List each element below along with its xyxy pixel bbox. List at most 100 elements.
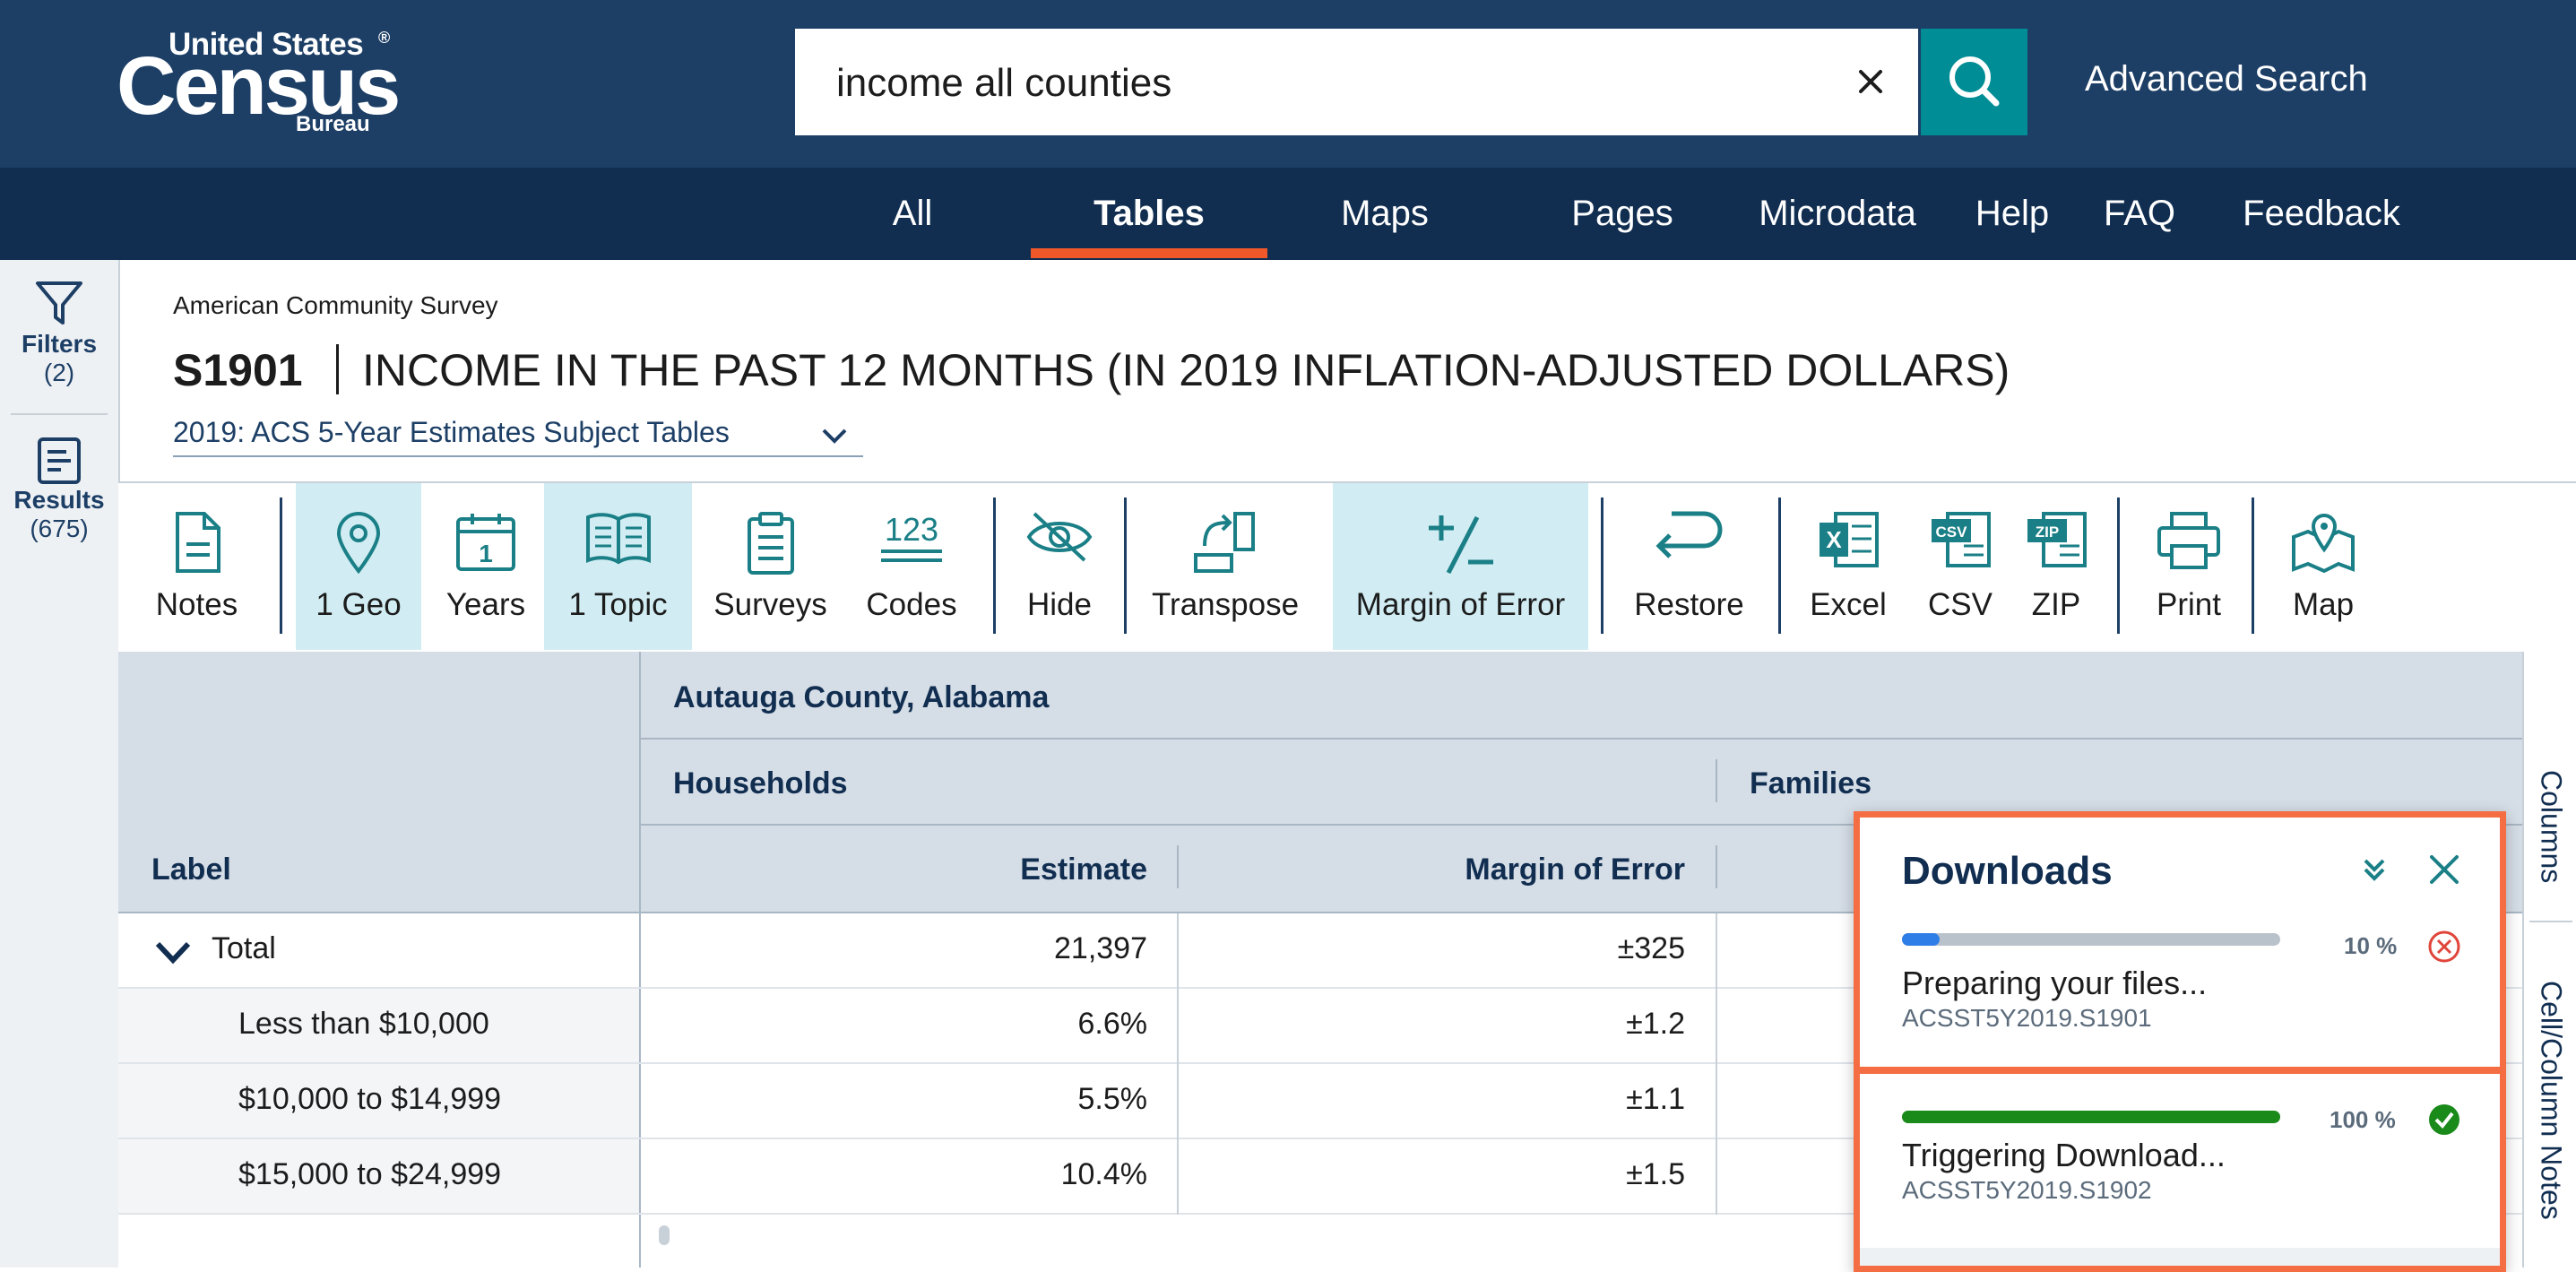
zip-icon: ZIP bbox=[2027, 512, 2087, 567]
margin-of-error-button[interactable]: Margin of Error bbox=[1333, 483, 1588, 650]
site-header: United States ® Census Bureau Advanced S… bbox=[0, 0, 2576, 168]
print-label: Print bbox=[2157, 587, 2221, 622]
grid-divider bbox=[1177, 845, 1179, 888]
filters-button[interactable]: Filters (2) bbox=[0, 276, 118, 411]
svg-text:1: 1 bbox=[479, 540, 493, 567]
results-count: (675) bbox=[30, 515, 89, 542]
codes-button[interactable]: 123 Codes bbox=[853, 483, 970, 650]
search-input[interactable] bbox=[834, 29, 1806, 137]
columns-tab[interactable]: Columns bbox=[2535, 769, 2568, 884]
close-icon[interactable] bbox=[2426, 852, 2462, 887]
print-button[interactable]: Print bbox=[2131, 483, 2247, 650]
excel-label: Excel bbox=[1810, 587, 1887, 622]
row-shade bbox=[118, 1064, 639, 1138]
survey-name: American Community Survey bbox=[173, 291, 498, 319]
topic-button[interactable]: 1 Topic bbox=[544, 483, 692, 650]
collapse-chevrons-icon[interactable] bbox=[2358, 853, 2390, 886]
surveys-label: Surveys bbox=[713, 587, 827, 622]
progress-fill bbox=[1902, 933, 1941, 946]
moe-column-header[interactable]: Margin of Error bbox=[1465, 852, 1685, 887]
map-label: Map bbox=[2292, 587, 2355, 622]
map-button[interactable]: Map bbox=[2265, 483, 2382, 650]
filters-label: Filters bbox=[21, 330, 98, 358]
row-shade bbox=[118, 1139, 639, 1213]
nav-tables[interactable]: Tables bbox=[1094, 194, 1205, 233]
svg-text:123: 123 bbox=[885, 511, 938, 548]
row-label: Total bbox=[212, 931, 276, 965]
active-tab-indicator bbox=[1031, 248, 1267, 258]
years-button[interactable]: 1 Years bbox=[428, 483, 544, 650]
search-button[interactable] bbox=[1921, 29, 2027, 135]
surveys-button[interactable]: Surveys bbox=[701, 483, 840, 650]
grid-divider bbox=[639, 652, 641, 1268]
downloads-title: Downloads bbox=[1902, 849, 2113, 893]
book-icon bbox=[585, 513, 651, 565]
logo-bureau: Bureau bbox=[296, 112, 370, 136]
tab-divider bbox=[2529, 921, 2572, 922]
notes-label: Notes bbox=[155, 587, 238, 622]
census-logo[interactable]: United States ® Census Bureau bbox=[117, 27, 401, 139]
toolbar-divider bbox=[2252, 498, 2254, 634]
filter-icon bbox=[36, 281, 82, 324]
excel-button[interactable]: X Excel bbox=[1794, 483, 1902, 650]
nav-faq[interactable]: FAQ bbox=[2103, 194, 2176, 233]
nav-feedback[interactable]: Feedback bbox=[2243, 194, 2400, 233]
notes-icon bbox=[175, 512, 220, 573]
chevron-down-icon[interactable] bbox=[152, 937, 194, 967]
results-button[interactable]: Results (675) bbox=[0, 436, 118, 570]
nav-microdata[interactable]: Microdata bbox=[1759, 194, 1916, 233]
row-divider bbox=[118, 987, 2522, 989]
row-divider bbox=[118, 1213, 2522, 1215]
check-circle-icon bbox=[2429, 1104, 2459, 1135]
row-label: $15,000 to $24,999 bbox=[238, 1157, 502, 1191]
cancel-circle-icon[interactable] bbox=[2426, 929, 2462, 965]
zip-button[interactable]: ZIP ZIP bbox=[2011, 483, 2101, 650]
toolbar-divider bbox=[1601, 498, 1604, 634]
group-households[interactable]: Households bbox=[673, 766, 848, 800]
filters-count: (2) bbox=[43, 359, 75, 386]
transpose-label: Transpose bbox=[1151, 587, 1300, 622]
grid-divider bbox=[1716, 913, 1717, 1215]
nav-all[interactable]: All bbox=[892, 194, 933, 233]
grid-divider bbox=[118, 912, 2522, 913]
title-separator bbox=[336, 344, 339, 394]
calendar-icon: 1 bbox=[456, 514, 515, 571]
csv-label: CSV bbox=[1928, 587, 1993, 622]
estimate-cell: 10.4% bbox=[1060, 1157, 1147, 1191]
label-column-header[interactable]: Label bbox=[151, 852, 231, 887]
progress-percent: 10 % bbox=[2344, 932, 2398, 959]
nav-maps[interactable]: Maps bbox=[1341, 194, 1429, 233]
dataset-selector[interactable]: 2019: ACS 5-Year Estimates Subject Table… bbox=[173, 416, 863, 457]
advanced-search-link[interactable]: Advanced Search bbox=[2085, 59, 2368, 99]
row-label: Less than $10,000 bbox=[238, 1007, 489, 1041]
row-shade bbox=[118, 989, 639, 1062]
hide-button[interactable]: Hide bbox=[1006, 483, 1113, 650]
download-status: Preparing your files... bbox=[1902, 965, 2208, 1001]
progress-fill bbox=[1902, 1111, 2280, 1123]
estimate-cell: 6.6% bbox=[1077, 1007, 1148, 1041]
estimate-column-header[interactable]: Estimate bbox=[1020, 852, 1147, 887]
notes-button[interactable]: Notes bbox=[145, 483, 248, 650]
transpose-button[interactable]: Transpose bbox=[1136, 483, 1315, 650]
nav-help[interactable]: Help bbox=[1975, 194, 2050, 233]
topic-label: 1 Topic bbox=[568, 587, 668, 622]
clipboard-icon bbox=[747, 512, 794, 575]
csv-button[interactable]: CSV CSV bbox=[1911, 483, 2010, 650]
clear-search-button[interactable] bbox=[1850, 61, 1891, 102]
geo-header[interactable]: Autauga County, Alabama bbox=[673, 680, 1050, 714]
download-filename: ACSST5Y2019.S1901 bbox=[1902, 1004, 2152, 1032]
horizontal-scrollbar[interactable] bbox=[659, 1225, 670, 1245]
progress-bar bbox=[1902, 933, 2280, 946]
group-families[interactable]: Families bbox=[1750, 766, 1872, 800]
table-toolbar: Notes 1 Geo 1 Years 1 Topic Surveys 123 … bbox=[118, 481, 2576, 653]
grid-divider bbox=[639, 824, 2522, 826]
geo-button[interactable]: 1 Geo bbox=[296, 483, 421, 650]
close-icon bbox=[1859, 70, 1882, 93]
geo-pin-icon bbox=[336, 512, 381, 575]
cell-column-notes-tab[interactable]: Cell/Column Notes bbox=[2535, 980, 2568, 1220]
nav-pages[interactable]: Pages bbox=[1571, 194, 1673, 233]
grid-divider bbox=[1716, 759, 1717, 802]
restore-button[interactable]: Restore bbox=[1615, 483, 1763, 650]
logo-census: Census bbox=[117, 40, 401, 132]
download-filename: ACSST5Y2019.S1902 bbox=[1902, 1176, 2152, 1204]
